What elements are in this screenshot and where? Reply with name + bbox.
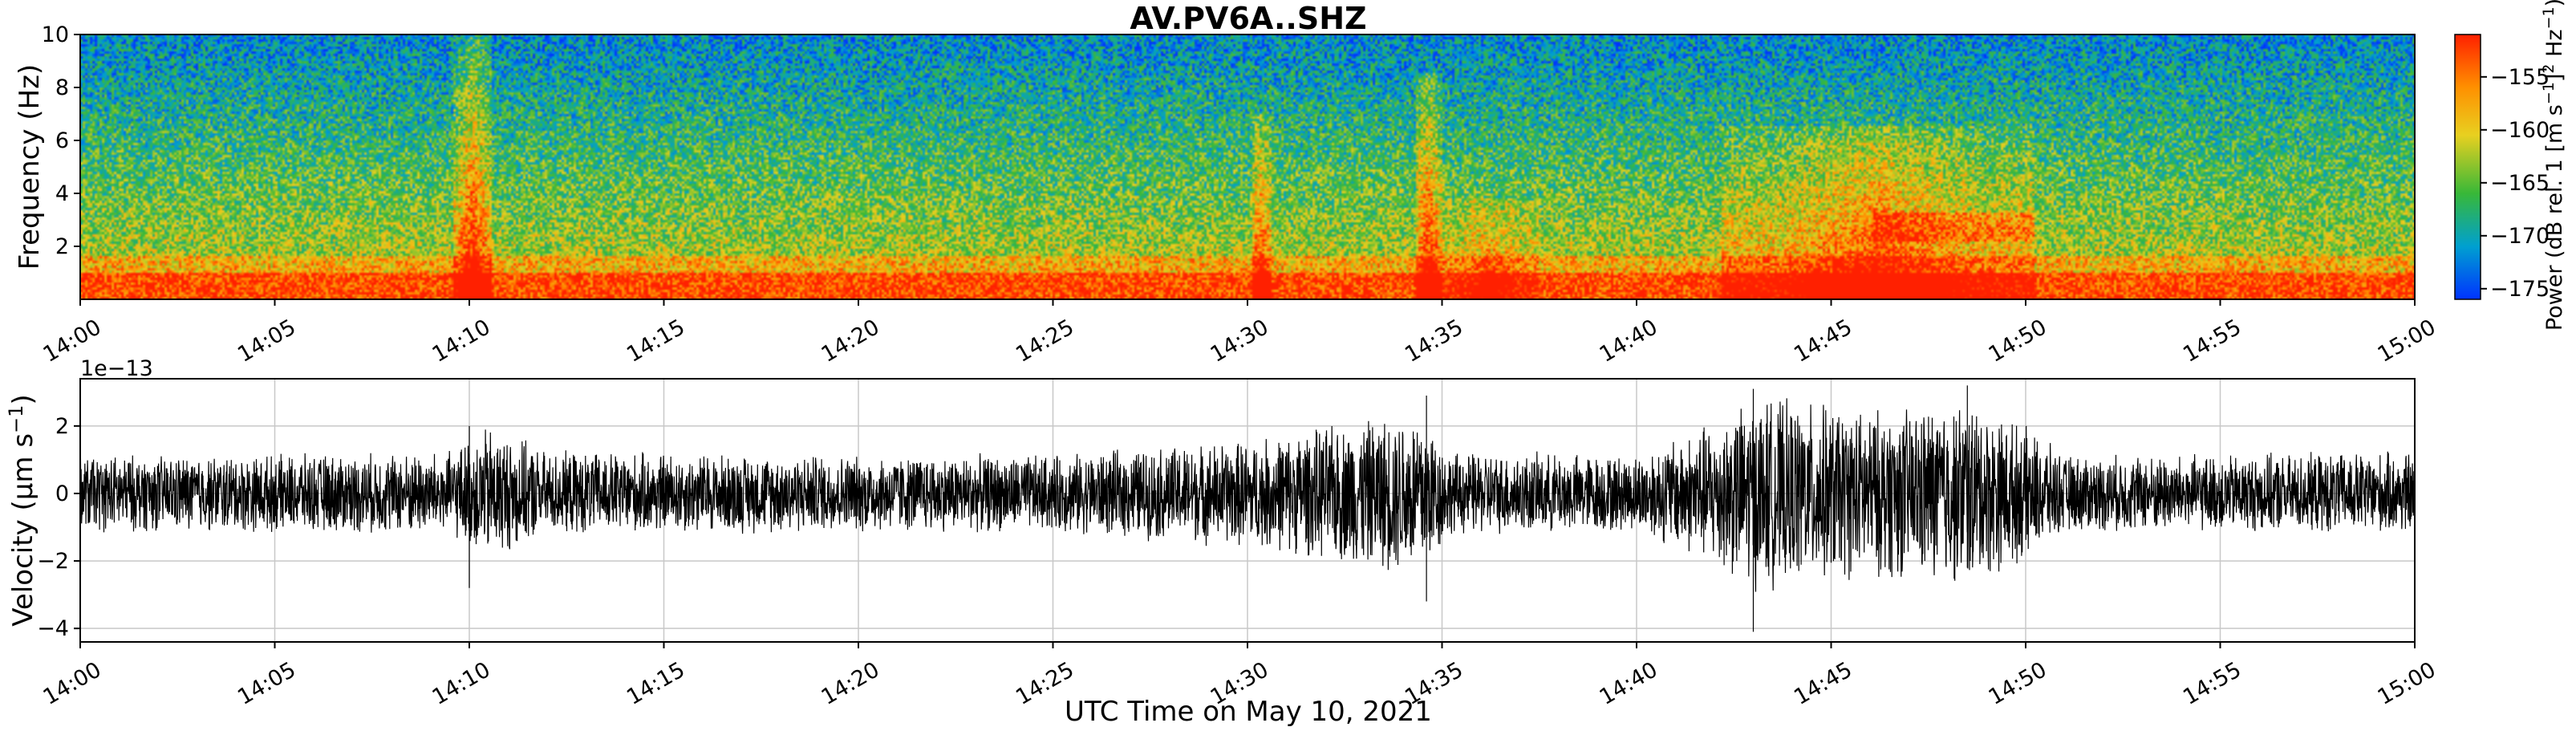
spectrogram-xtick-label: 14:20 [817,315,884,368]
colorbar-tick-label: −155 [2490,65,2550,90]
waveform-y-axis: 2 0 −2 −4 [37,414,80,641]
colorbar-ticks: −155 −160 −165 −170 −175 [2481,65,2550,302]
colorbar-tick-label: −160 [2490,118,2550,143]
waveform-xtick-label: 14:05 [233,657,300,710]
waveform-ytick-label: 2 [55,414,69,439]
spectrogram-ytick-label: 8 [55,75,69,100]
spectrogram-xtick-label: 14:05 [233,315,300,368]
spectrogram-image [80,35,2415,299]
spectrogram-x-axis: 14:00 14:05 14:10 14:15 14:20 14:25 14:30 14:35… [39,299,2440,368]
spectrogram-xtick-label: 14:25 [1012,315,1078,368]
spectrogram-ylabel: Frequency (Hz) [14,64,46,270]
waveform-xtick-label: 14:00 [39,657,106,710]
spectrogram-xtick-label: 15:00 [2374,315,2440,368]
waveform-xtick-label: 14:50 [1985,657,2051,710]
spectrogram-xtick-label: 14:30 [1207,315,1273,368]
spectrogram-xtick-label: 14:50 [1985,315,2051,368]
spectrogram-ytick-label: 2 [55,234,69,259]
spectrogram-xtick-label: 14:55 [2179,315,2245,368]
spectrogram-xtick-label: 14:10 [428,315,495,368]
waveform-ytick-label: −2 [37,549,69,574]
waveform-xtick-label: 14:45 [1790,657,1856,710]
waveform-xtick-label: 14:15 [623,657,689,710]
waveform-ytick-label: −4 [37,616,69,641]
waveform-xtick-label: 14:40 [1596,657,1662,710]
spectrogram-title: AV.PV6A..SHZ [1130,1,1366,36]
spectrogram-y-axis: 2 4 6 8 10 [42,22,80,259]
spectrogram-ytick-label: 10 [42,22,69,47]
waveform-ylabel: Velocity (µm s−1) [5,394,39,626]
waveform-xtick-label: 14:20 [817,657,884,710]
spectrogram-ytick-label: 4 [55,181,69,206]
waveform-xtick-label: 14:55 [2179,657,2245,710]
colorbar-tick-label: −170 [2490,224,2550,249]
waveform-ytick-label: 0 [55,481,69,506]
waveform-xtick-label: 14:10 [428,657,495,710]
spectrogram-xtick-label: 14:15 [623,315,689,368]
waveform-grid [79,379,2416,642]
waveform-xlabel: UTC Time on May 10, 2021 [1065,696,1432,728]
spectrogram-ytick-label: 6 [55,128,69,153]
spectrogram-xtick-label: 14:45 [1790,315,1856,368]
waveform-trace [79,385,2416,632]
spectrogram-xtick-label: 14:40 [1596,315,1662,368]
spectrogram-xtick-label: 14:35 [1401,315,1467,368]
offset-text: 1e−13 [80,356,153,381]
colorbar-tick-label: −165 [2490,171,2550,196]
colorbar [2454,34,2481,300]
colorbar-label: Power (dB rel. 1 [m s−1]2 Hz−1) [2540,0,2567,331]
waveform-xtick-label: 15:00 [2374,657,2440,710]
spectrogram-heatmap [80,35,2415,299]
colorbar-tick-label: −175 [2490,277,2550,302]
